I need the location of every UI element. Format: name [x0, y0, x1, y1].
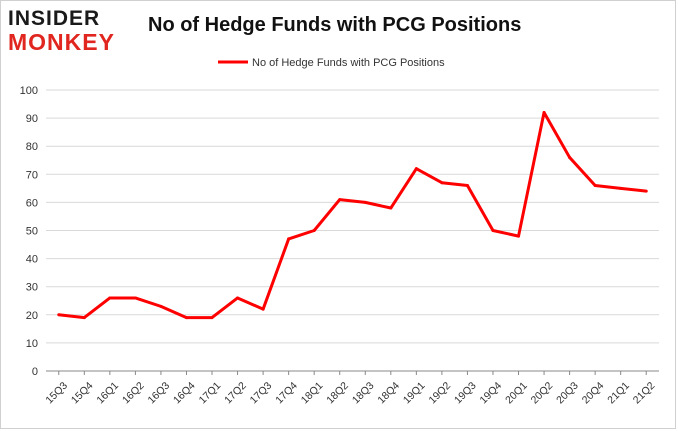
data-point	[338, 198, 342, 202]
data-point	[57, 313, 61, 317]
y-tick-label: 20	[26, 310, 38, 322]
data-point	[644, 189, 648, 193]
y-tick-label: 0	[32, 366, 38, 378]
y-tick-label: 50	[26, 226, 38, 238]
y-tick-label: 70	[26, 169, 38, 181]
legend-label: No of Hedge Funds with PCG Positions	[252, 57, 445, 69]
x-tick-label: 16Q4	[171, 380, 198, 407]
x-tick-label: 20Q4	[580, 380, 607, 407]
data-point	[619, 186, 623, 190]
y-tick-label: 100	[20, 85, 38, 97]
x-tick-label: 16Q1	[94, 380, 121, 407]
y-tick-label: 30	[26, 282, 38, 294]
data-point	[542, 110, 546, 114]
data-point	[593, 184, 597, 188]
y-tick-label: 60	[26, 197, 38, 209]
x-tick-label: 15Q3	[43, 380, 70, 407]
x-axis-ticks: 15Q315Q416Q116Q216Q316Q417Q117Q217Q317Q4…	[43, 371, 658, 407]
data-point	[491, 229, 495, 232]
x-tick-label: 18Q1	[299, 380, 326, 407]
data-point	[159, 304, 163, 308]
x-tick-label: 17Q1	[197, 380, 224, 407]
x-tick-label: 17Q2	[222, 380, 249, 407]
data-point	[440, 181, 444, 185]
chart-title: No of Hedge Funds with PCG Positions	[148, 14, 522, 36]
logo-line2: MONKEY	[8, 29, 115, 55]
data-point	[568, 155, 572, 159]
series-line	[58, 110, 647, 320]
x-tick-label: 18Q2	[324, 380, 351, 407]
x-tick-label: 19Q4	[478, 380, 505, 407]
x-tick-label: 18Q4	[375, 380, 402, 407]
data-point	[517, 234, 521, 238]
grid	[46, 89, 659, 372]
y-tick-label: 10	[26, 338, 38, 350]
y-tick-label: 40	[26, 254, 38, 266]
x-tick-label: 19Q1	[401, 380, 428, 407]
x-tick-label: 15Q4	[69, 380, 96, 407]
data-point	[465, 184, 469, 188]
data-point	[210, 316, 214, 320]
data-point	[414, 167, 418, 171]
x-tick-label: 16Q2	[120, 380, 147, 407]
y-tick-label: 80	[26, 141, 38, 153]
logo-line1: INSIDER	[8, 7, 101, 30]
y-tick-label: 90	[26, 113, 38, 125]
data-point	[236, 296, 240, 300]
insider-monkey-logo: INSIDER MONKEY	[8, 7, 128, 55]
x-tick-label: 17Q4	[273, 380, 300, 407]
y-axis-ticks: 0 10 20 30 40 50 60 70 80 90 100	[20, 85, 38, 378]
data-point	[108, 296, 112, 300]
x-tick-label: 20Q2	[529, 380, 556, 407]
data-point	[312, 229, 316, 232]
data-point	[184, 316, 188, 320]
x-tick-label: 21Q2	[631, 380, 658, 407]
x-tick-label: 21Q1	[605, 380, 632, 407]
x-tick-label: 18Q3	[350, 380, 377, 407]
x-tick-label: 16Q3	[146, 380, 173, 407]
data-point	[287, 237, 291, 241]
data-point	[389, 206, 393, 210]
data-point	[261, 307, 265, 311]
x-tick-label: 19Q3	[452, 380, 479, 407]
data-point	[133, 296, 137, 300]
data-point	[363, 200, 367, 204]
legend: No of Hedge Funds with PCG Positions	[218, 57, 445, 69]
data-point	[82, 316, 86, 320]
series-layer	[57, 110, 648, 320]
x-tick-label: 17Q3	[248, 380, 275, 407]
x-tick-label: 19Q2	[426, 380, 453, 407]
x-tick-label: 20Q3	[554, 380, 581, 407]
x-tick-label: 20Q1	[503, 380, 530, 407]
